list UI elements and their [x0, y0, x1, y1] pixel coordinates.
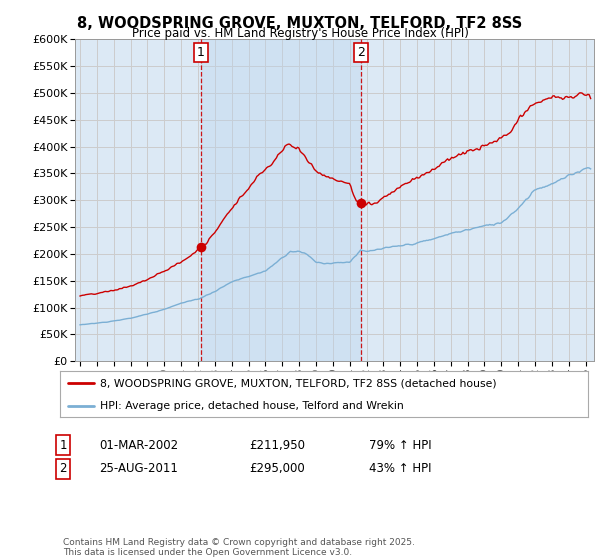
Text: 1: 1 — [59, 438, 67, 452]
Text: 25-AUG-2011: 25-AUG-2011 — [99, 462, 178, 475]
Text: £211,950: £211,950 — [249, 438, 305, 452]
Text: 2: 2 — [59, 462, 67, 475]
Text: 8, WOODSPRING GROVE, MUXTON, TELFORD, TF2 8SS: 8, WOODSPRING GROVE, MUXTON, TELFORD, TF… — [77, 16, 523, 31]
Text: 8, WOODSPRING GROVE, MUXTON, TELFORD, TF2 8SS (detached house): 8, WOODSPRING GROVE, MUXTON, TELFORD, TF… — [100, 378, 496, 388]
Text: HPI: Average price, detached house, Telford and Wrekin: HPI: Average price, detached house, Telf… — [100, 400, 403, 410]
Text: Contains HM Land Registry data © Crown copyright and database right 2025.
This d: Contains HM Land Registry data © Crown c… — [63, 538, 415, 557]
Text: 1: 1 — [197, 46, 205, 59]
Text: £295,000: £295,000 — [249, 462, 305, 475]
Text: 2: 2 — [356, 46, 365, 59]
Text: 01-MAR-2002: 01-MAR-2002 — [99, 438, 178, 452]
Text: 43% ↑ HPI: 43% ↑ HPI — [369, 462, 431, 475]
Text: Price paid vs. HM Land Registry's House Price Index (HPI): Price paid vs. HM Land Registry's House … — [131, 27, 469, 40]
Bar — [201, 39, 361, 361]
Text: 79% ↑ HPI: 79% ↑ HPI — [369, 438, 431, 452]
